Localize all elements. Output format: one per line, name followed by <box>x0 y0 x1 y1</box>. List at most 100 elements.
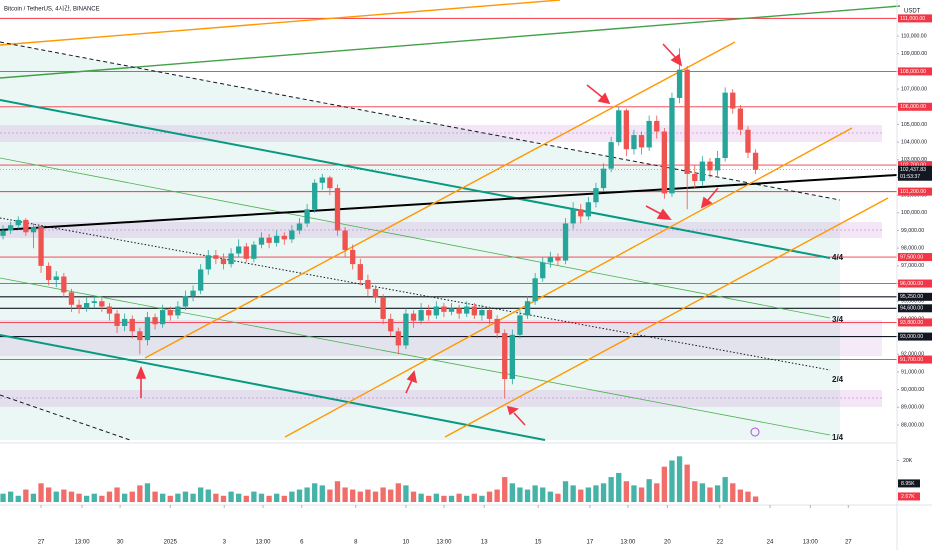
candle-body <box>190 290 196 296</box>
candle-body <box>0 230 6 236</box>
volume-bar <box>106 491 113 502</box>
y-tick-label: 89,000.00 <box>901 405 924 411</box>
candle-body <box>524 301 531 316</box>
candle-body <box>334 188 341 231</box>
x-tick-label: 30 <box>117 540 124 546</box>
candle-body <box>53 276 59 281</box>
candle-body <box>547 257 553 263</box>
volume-bar <box>714 485 721 502</box>
x-tick-label: 20 <box>664 540 671 546</box>
volume-bar <box>61 489 67 502</box>
volume-bar <box>122 493 128 502</box>
candle-body <box>517 315 523 335</box>
volume-marker-label: 2.67K <box>901 494 915 500</box>
volume-bar <box>395 483 401 502</box>
candle-body <box>274 235 280 243</box>
candle-body <box>730 92 736 109</box>
candle-body <box>372 288 379 298</box>
volume-bar <box>403 485 409 502</box>
price-level-label: 95,250.00 <box>900 294 923 300</box>
candle-body <box>654 120 660 132</box>
volume-bar <box>327 489 333 502</box>
candle-body <box>570 209 576 224</box>
candle-body <box>669 97 675 194</box>
event-icon[interactable] <box>750 427 760 437</box>
volume-bar <box>266 495 272 502</box>
candles <box>0 48 759 502</box>
y-tick-label: 98,000.00 <box>901 246 924 252</box>
volume-bar <box>380 487 386 502</box>
volume-bar <box>304 487 310 502</box>
candle-body <box>258 237 265 245</box>
candle-body <box>122 318 128 326</box>
candle-body <box>684 69 690 174</box>
volume-bar <box>540 487 546 502</box>
volume-marker-box <box>898 492 920 501</box>
volume-bar <box>745 491 751 502</box>
candle-body <box>426 310 432 316</box>
candle-body <box>243 246 249 259</box>
volume-bar <box>76 493 82 502</box>
x-tick-label: 13:00 <box>255 540 271 546</box>
volume-bar <box>654 483 660 502</box>
candle-body <box>30 226 37 233</box>
candle-body <box>114 313 120 326</box>
candle-body <box>562 223 569 261</box>
x-tick-label: 8 <box>354 540 358 546</box>
candle-body <box>236 246 242 254</box>
candle-body <box>585 202 592 217</box>
price-level-label: 97,500.00 <box>900 254 923 260</box>
volume-bar <box>350 489 356 502</box>
candle-body <box>752 152 759 170</box>
candle-body <box>380 297 386 319</box>
candle-body <box>631 135 637 150</box>
candle-body <box>714 158 721 171</box>
trend-line <box>0 157 831 319</box>
volume-bar <box>30 493 37 502</box>
x-tick-label: 6 <box>300 540 304 546</box>
x-tick-label: 13 <box>481 540 488 546</box>
volume-bar <box>388 489 394 502</box>
channel-line <box>284 127 853 438</box>
volume-bar <box>91 493 97 502</box>
trend-line <box>0 5 901 79</box>
candle-body <box>593 188 599 203</box>
volume-bar <box>175 493 181 502</box>
volume-bar <box>441 495 447 502</box>
volume-bar <box>251 491 257 502</box>
candle-body <box>228 253 234 265</box>
x-tick-label: 13:00 <box>803 540 819 546</box>
volume-bar <box>433 493 439 502</box>
candle-body <box>722 92 728 159</box>
countdown-label: 01:53:37 <box>900 174 920 180</box>
candle-body <box>23 219 29 233</box>
channel-label: 3/4 <box>832 315 844 324</box>
arrow <box>405 379 413 394</box>
volume-bar <box>486 491 493 502</box>
candle-body <box>296 223 303 231</box>
volume-tick-label: 20K <box>903 458 913 464</box>
y-tick-label: 109,000.00 <box>901 51 927 57</box>
candle-body <box>388 318 394 332</box>
candle-body <box>532 278 538 302</box>
y-tick-label: 105,000.00 <box>901 122 927 128</box>
x-tick-label: 13:00 <box>436 540 452 546</box>
volume-bar <box>129 491 135 502</box>
volume-bar <box>547 491 553 502</box>
price-level-box <box>898 304 932 313</box>
candle-body <box>403 313 409 346</box>
volume-bar <box>471 493 477 502</box>
channel-label: 2/4 <box>832 375 844 384</box>
volume-bar <box>684 464 690 502</box>
y-tick-label: 104,000.00 <box>901 140 927 146</box>
candle-body <box>38 226 44 266</box>
price-level-box <box>898 253 932 262</box>
price-level-label: 106,000.00 <box>900 104 926 110</box>
volume-bar <box>623 481 630 502</box>
volume-bar <box>83 495 90 502</box>
candle-body <box>608 142 614 169</box>
candle-body <box>540 262 546 279</box>
x-tick-label: 24 <box>767 540 774 546</box>
candle-body <box>281 235 287 240</box>
price-level-label: 101,200.00 <box>900 189 926 195</box>
